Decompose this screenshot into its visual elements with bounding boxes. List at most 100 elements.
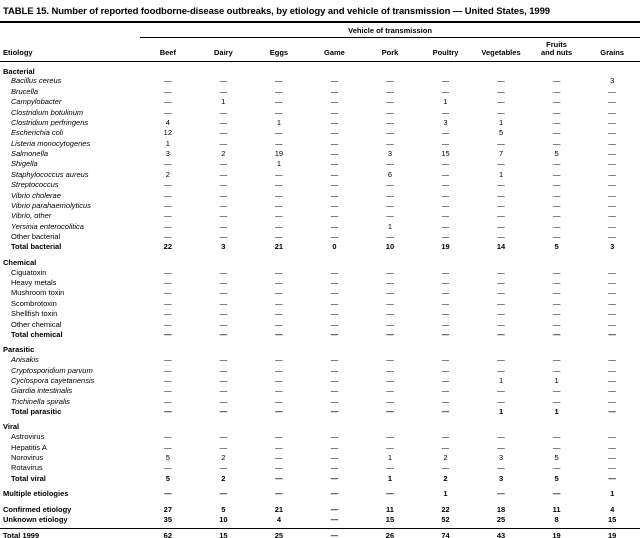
row-label: Other chemical [11,319,62,329]
table-row-yersinia-enterocolitica: Yersinia enterocolitica — — — — 1 — — — — [0,222,640,232]
cell: — [164,442,172,452]
cell: — [441,298,450,308]
table-row-other-chemical: Other chemical — — — — — — — — — [0,320,640,330]
cell: — [608,232,616,241]
cell: 2 [443,473,448,483]
row-label: Trichinella spiralis [11,396,71,406]
cell: — [441,86,450,96]
cell: — [497,232,505,241]
cell: — [497,97,505,107]
cell: — [164,489,172,499]
row-label: Clostridium botulinum [11,107,84,117]
cell: — [441,128,450,138]
cell: 21 [274,504,284,514]
cell: — [275,442,283,452]
cell: — [552,309,561,319]
cell: — [497,365,505,375]
cell: — [608,463,616,473]
cell: — [330,473,339,483]
cell: — [330,319,339,329]
cell: — [386,396,394,406]
row-label: Hepatitis A [11,442,47,452]
cell: 19 [441,242,450,252]
cell: — [164,86,172,96]
cell: 1 [443,97,448,107]
cell: — [441,180,450,190]
cell: — [219,396,228,406]
row-label: Total chemical [11,329,63,339]
cell: 2 [165,169,170,179]
row-label: Listeria monocytogenes [11,138,91,148]
cell: — [441,211,450,221]
cell: — [219,169,228,179]
row-label: Confirmed etiology [3,504,72,514]
cell: — [608,169,616,179]
cell: — [275,169,283,179]
cell: 1 [387,453,393,462]
row-label: Escherichia coli [11,128,64,138]
column-header-etiology: Etiology [0,37,141,62]
cell: — [552,442,561,452]
cell: 15 [385,514,395,524]
cell: — [330,489,339,499]
cell: — [386,309,394,319]
cell: — [164,232,172,241]
cell: — [386,489,394,499]
table-row-clostridium-perfringens: Clostridium perfringens 4 — 1 — — 3 1 — — [0,118,640,128]
cell: 1 [498,117,504,127]
column-header-vegetables: Vegetables [473,37,529,62]
cell: — [608,355,616,365]
cell: — [219,221,228,231]
cell: — [441,355,450,365]
table-row-vibrio-parahaemolyticus: Vibrio parahaemolyticus — — — — — — — — — [0,201,640,211]
cell: — [219,375,228,385]
cell: 1 [387,221,393,231]
cell: — [386,138,394,148]
cell: — [441,267,450,277]
cell: — [552,298,561,308]
cell: 2 [221,149,226,158]
cell: — [275,76,283,86]
cell: — [275,319,283,329]
cell: — [608,117,616,127]
cell: — [275,489,283,499]
cell: — [330,211,339,221]
cell: — [386,407,394,416]
cell: — [164,463,172,473]
cell: — [164,278,172,287]
cell: — [552,138,561,148]
row-label: Campylobacter [11,97,62,107]
table-row-giardia-intestinalis: Giardia intestinalis — — — — — — — — — [0,386,640,396]
cell: 5 [498,128,504,138]
cell: — [330,149,339,158]
cell: — [219,355,228,365]
cell: — [219,159,228,169]
cell: — [441,169,450,179]
cell: — [275,396,283,406]
row-label: Rotavirus [11,463,43,473]
table-row-total-bacterial: Total bacterial 22 3 21 0 10 19 14 5 3 [0,242,640,252]
cell: — [552,117,561,127]
cell: — [497,309,505,319]
cell: — [275,298,283,308]
cell: — [386,463,394,473]
cell: — [441,107,450,117]
cell: — [608,138,616,148]
cell: — [497,159,505,169]
section-row-viral: Viral [0,417,640,432]
cell: 5 [554,473,559,483]
cell: — [219,117,228,127]
row-label: Total parasitic [11,407,62,416]
cell: 1 [610,489,615,499]
cell: — [275,463,283,473]
cell: — [386,190,394,200]
table-row-staphylococcus-aureus: Staphylococcus aureus 2 — — — 6 — 1 — — [0,170,640,180]
cell: — [275,128,283,138]
row-label: Staphylococcus aureus [11,169,89,179]
table-row-mushroom-toxin: Mushroom toxin — — — — — — — — — [0,288,640,298]
table-row-shellfish-toxin: Shellfish toxin — — — — — — — — — [0,309,640,319]
cell: — [552,329,561,339]
cell: — [497,463,505,473]
cell: — [441,442,450,452]
cell: 3 [610,242,615,252]
